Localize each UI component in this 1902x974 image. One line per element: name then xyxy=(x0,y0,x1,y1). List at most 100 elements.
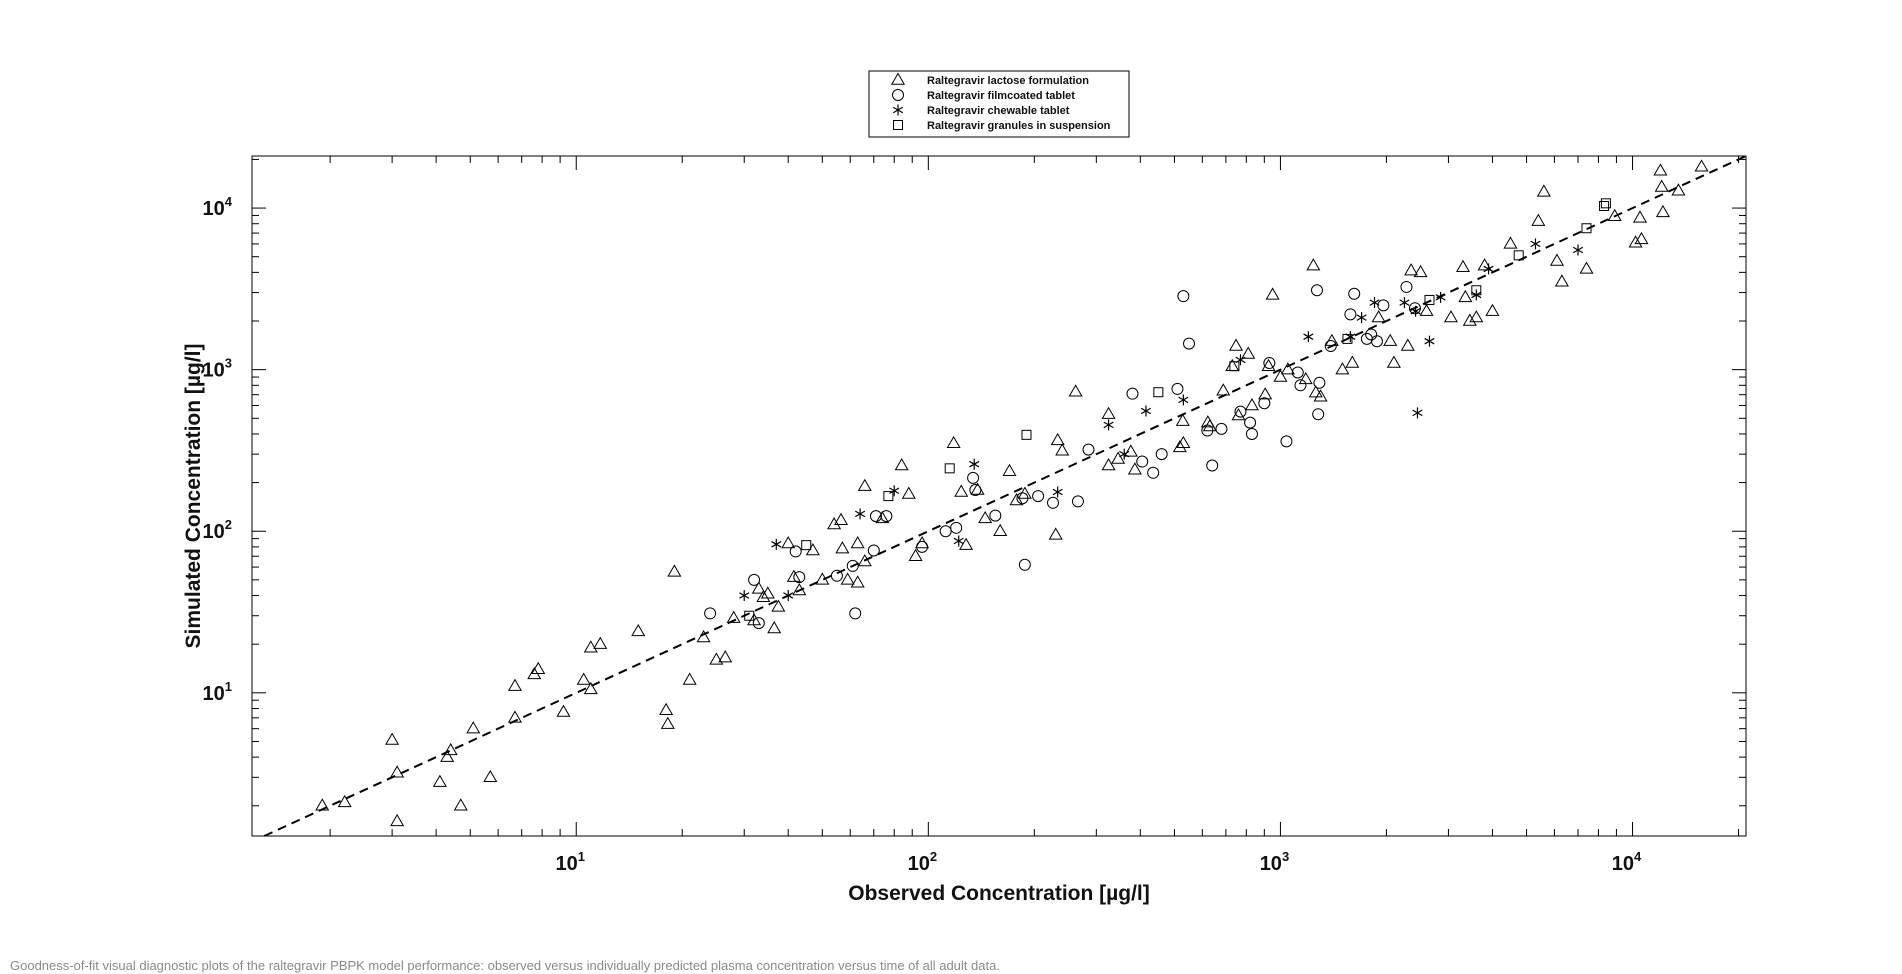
triangle-data-point xyxy=(781,535,796,549)
legend-star-marker xyxy=(892,104,904,116)
star-data-point xyxy=(1483,263,1494,275)
triangle-data-point xyxy=(1308,385,1323,398)
triangle-data-point xyxy=(857,478,872,491)
triangle-data-point xyxy=(1306,258,1321,271)
triangle-data-point xyxy=(850,535,865,549)
triangle-data-point xyxy=(483,769,498,783)
circle-data-point xyxy=(880,510,893,523)
triangle-data-point xyxy=(1261,358,1276,371)
triangle-data-point xyxy=(1258,387,1273,400)
circle-data-point xyxy=(869,510,882,523)
star-data-point xyxy=(1412,407,1423,419)
star-data-point xyxy=(1369,297,1380,309)
square-data-point xyxy=(1424,294,1435,305)
circle-data-point xyxy=(1365,328,1378,341)
figure-caption: Goodness-of-fit visual diagnostic plots … xyxy=(10,958,1000,973)
circle-data-point xyxy=(1234,405,1247,418)
circle-data-point xyxy=(830,569,843,582)
triangle-data-point xyxy=(432,774,447,787)
star-data-point xyxy=(1356,312,1367,324)
circle-data-point xyxy=(1377,299,1390,312)
y-tick-base: 10 xyxy=(203,521,225,543)
triangle-data-point xyxy=(1400,338,1415,351)
triangle-data-point xyxy=(1371,310,1386,323)
y-tick-label: 101 xyxy=(203,679,232,705)
triangle-data-point xyxy=(390,813,405,827)
star-data-point xyxy=(1103,419,1114,431)
triangle-data-point xyxy=(631,623,646,637)
y-tick-exponent: 4 xyxy=(225,194,233,209)
triangle-data-point xyxy=(1280,362,1295,375)
circle-data-point xyxy=(849,607,862,620)
triangle-data-point xyxy=(908,548,923,561)
square-data-point xyxy=(1599,200,1610,211)
square-data-point xyxy=(1153,387,1164,398)
circle-data-point xyxy=(789,545,802,558)
triangle-data-point xyxy=(507,710,523,723)
x-tick-exponent: 2 xyxy=(930,849,937,864)
triangle-data-point xyxy=(1345,355,1360,368)
legend-circle-marker xyxy=(892,89,904,101)
triangle-data-point xyxy=(833,512,849,525)
triangle-data-point xyxy=(709,652,724,665)
triangle-data-point xyxy=(453,798,468,811)
circle-data-point xyxy=(1201,424,1214,437)
star-data-point xyxy=(1119,448,1130,460)
circle-data-point xyxy=(1263,356,1276,369)
circle-data-point xyxy=(1215,422,1228,435)
star-data-point xyxy=(771,538,782,550)
triangle-data-point xyxy=(1654,179,1669,192)
triangle-data-point xyxy=(747,613,762,626)
triangle-data-point xyxy=(315,798,330,811)
triangle-data-point xyxy=(1485,303,1500,316)
x-tick-base: 10 xyxy=(908,853,930,875)
triangle-data-point xyxy=(1503,236,1518,249)
circle-data-point xyxy=(1245,427,1258,440)
square-data-point xyxy=(944,463,955,474)
circle-data-point xyxy=(867,544,880,557)
square-data-point xyxy=(1513,250,1524,261)
y-tick-label: 102 xyxy=(203,517,232,543)
triangle-data-point xyxy=(767,621,782,634)
circle-data-point xyxy=(1147,466,1160,479)
triangle-data-point xyxy=(1111,451,1126,464)
triangle-data-point xyxy=(726,610,741,623)
triangle-data-point xyxy=(1298,371,1313,385)
legend-label: Raltegravir chewable tablet xyxy=(927,105,1070,117)
triangle-data-point xyxy=(440,749,455,762)
data-markers xyxy=(315,159,1709,827)
circle-data-point xyxy=(752,617,765,630)
triangle-data-point xyxy=(1383,333,1398,346)
series-circle xyxy=(704,280,1421,630)
triangle-data-point xyxy=(1419,303,1434,316)
triangle-data-point xyxy=(1443,310,1459,323)
triangle-data-point xyxy=(1694,159,1709,172)
triangle-data-point xyxy=(954,484,969,497)
square-data-point xyxy=(1471,285,1482,296)
triangle-data-point xyxy=(337,794,352,808)
triangle-data-point xyxy=(1101,458,1116,471)
circle-data-point xyxy=(1047,496,1060,509)
square-data-point xyxy=(744,610,755,621)
triangle-data-point xyxy=(1009,492,1024,506)
circle-data-point xyxy=(1206,459,1219,472)
legend-box xyxy=(868,70,1130,138)
circle-data-point xyxy=(1032,490,1045,503)
triangle-data-point xyxy=(959,537,974,550)
triangle-data-point xyxy=(1462,313,1477,326)
y-tick-base: 10 xyxy=(203,198,225,220)
triangle-data-point xyxy=(840,572,855,585)
y-tick-exponent: 3 xyxy=(225,356,232,371)
circle-data-point xyxy=(1126,387,1139,400)
series-star xyxy=(739,238,1584,602)
x-tick-exponent: 4 xyxy=(1634,849,1642,864)
circle-data-point xyxy=(1177,290,1190,303)
circle-data-point xyxy=(1360,332,1373,345)
triangle-data-point xyxy=(1671,183,1686,196)
triangle-data-point xyxy=(875,510,890,524)
circle-data-point xyxy=(1313,376,1326,389)
axes-box xyxy=(251,155,1747,837)
star-data-point xyxy=(739,590,750,602)
triangle-data-point xyxy=(507,678,523,691)
star-data-point xyxy=(1140,405,1152,417)
